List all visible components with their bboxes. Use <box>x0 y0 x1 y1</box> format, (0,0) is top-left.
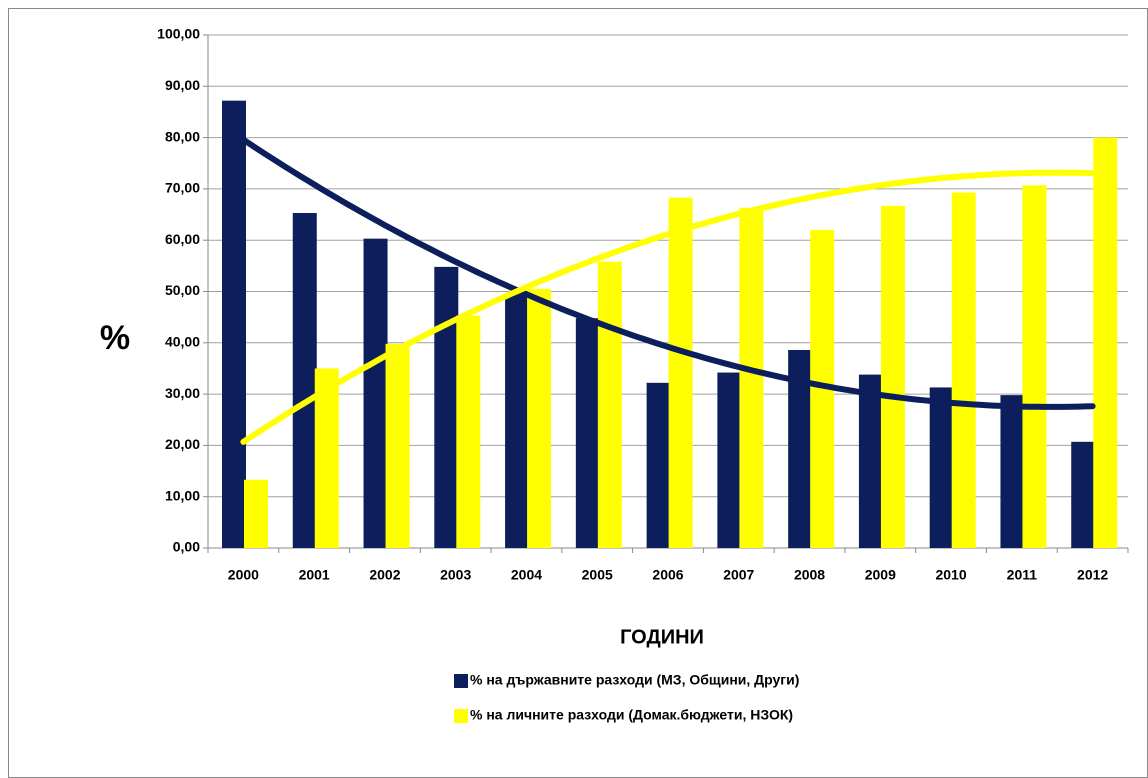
x-tick-label: 2000 <box>228 567 259 583</box>
bar <box>858 374 883 548</box>
bar <box>1071 441 1096 548</box>
legend-label: % на държавните разходи (МЗ, Общини, Дру… <box>470 672 799 688</box>
bar <box>385 343 410 548</box>
bar <box>929 387 954 548</box>
y-tick-label: 70,00 <box>165 180 200 196</box>
y-axis-label: % <box>100 319 130 357</box>
bar <box>1093 137 1118 548</box>
bar <box>646 382 671 548</box>
bar <box>575 318 600 548</box>
trend-line <box>240 169 1096 445</box>
bar <box>363 238 388 548</box>
x-tick-label: 2012 <box>1077 567 1108 583</box>
x-tick-label: 2008 <box>794 567 825 583</box>
x-tick-label: 2006 <box>652 567 683 583</box>
x-tick-label: 2002 <box>369 567 400 583</box>
bar <box>717 372 742 548</box>
x-tick-label: 2007 <box>723 567 754 583</box>
legend-swatch <box>454 709 468 723</box>
x-tick-label: 2001 <box>299 567 330 583</box>
bar <box>505 294 530 548</box>
bar <box>668 197 693 548</box>
y-tick-label: 60,00 <box>165 231 200 247</box>
y-tick-label: 50,00 <box>165 282 200 298</box>
bar <box>880 205 905 549</box>
legend-swatch <box>454 674 468 688</box>
bar <box>739 207 764 549</box>
y-tick-label: 90,00 <box>165 77 200 93</box>
y-tick-label: 80,00 <box>165 128 200 144</box>
y-tick-label: 100,00 <box>157 26 200 42</box>
trend-line <box>240 136 1096 410</box>
bar <box>314 368 339 548</box>
bar <box>527 288 552 548</box>
x-tick-label: 2005 <box>582 567 613 583</box>
bar <box>244 479 268 548</box>
bar <box>456 315 481 548</box>
y-tick-label: 40,00 <box>165 334 200 350</box>
bar <box>951 192 976 548</box>
bar <box>434 266 459 548</box>
y-tick-label: 30,00 <box>165 385 200 401</box>
x-tick-label: 2003 <box>440 567 471 583</box>
bar <box>1022 185 1047 548</box>
y-tick-label: 10,00 <box>165 487 200 503</box>
x-tick-label: 2004 <box>511 567 542 583</box>
x-axis-label: ГОДИНИ <box>620 626 704 648</box>
x-tick-label: 2009 <box>865 567 896 583</box>
x-tick-label: 2011 <box>1007 567 1038 583</box>
legend-label: % на личните разходи (Домак.бюджети, НЗО… <box>470 707 793 723</box>
y-tick-label: 0,00 <box>173 539 200 555</box>
y-tick-label: 20,00 <box>165 436 200 452</box>
bar <box>222 100 246 548</box>
bar <box>292 213 317 549</box>
x-tick-label: 2010 <box>935 567 966 583</box>
bar <box>597 261 622 548</box>
bar <box>1000 395 1025 548</box>
